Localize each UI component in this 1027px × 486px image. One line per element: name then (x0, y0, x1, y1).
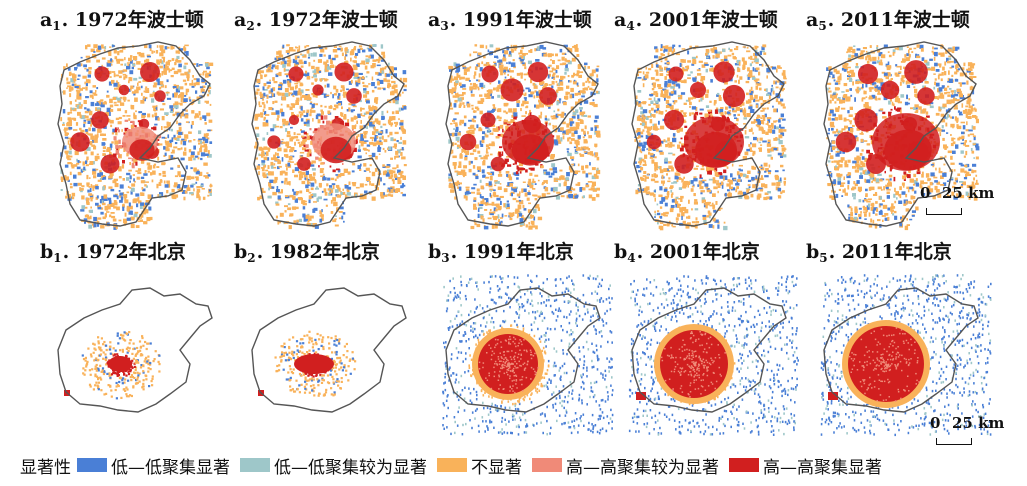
scale-line (926, 208, 962, 215)
map-panel-a1: a1. 1972年波士顿 (40, 6, 230, 234)
scale-bar-beijing: 0 25 km (930, 414, 1020, 454)
panel-title: b5. 2011年北京 (806, 241, 952, 265)
panel-title: b3. 1991年北京 (428, 241, 574, 265)
scale-distance: 25 km (942, 184, 995, 202)
panel-title: a5. 2011年波士顿 (806, 9, 970, 33)
legend-item-not-sig: 不显著 (437, 453, 522, 478)
legend-label: 高—高聚集显著 (763, 457, 882, 478)
scale-zero: 0 (920, 184, 931, 202)
beijing-map (251, 287, 407, 413)
boston-map (251, 41, 408, 230)
map-panel-a3: a3. 1991年波士顿 (428, 6, 618, 234)
legend-label: 低—低聚集较为显著 (274, 457, 427, 478)
map-panel-b5: b5. 2011年北京 (806, 238, 996, 466)
boston-map (445, 41, 601, 230)
panel-title: b4. 2001年北京 (614, 241, 760, 265)
legend-title: 显著性 (20, 457, 71, 478)
map-panel-b3: b3. 1991年北京 (428, 238, 618, 466)
legend-label: 不显著 (471, 457, 522, 478)
panel-title: a3. 1991年波士顿 (428, 9, 592, 33)
panel-title: a1. 1972年波士顿 (40, 9, 204, 33)
map-panel-a4: a4. 2001年波士顿 (614, 6, 804, 234)
legend: 显著性 低—低聚集显著 低—低聚集较为显著 不显著 高—高聚集较为显著 高—高聚… (20, 451, 892, 479)
beijing-map (820, 274, 992, 437)
boston-map (57, 41, 214, 230)
map-panel-b2: b2. 1982年北京 (234, 238, 424, 466)
legend-item-high-high-less: 高—高聚集较为显著 (532, 453, 719, 478)
legend-item-high-high-sig: 高—高聚集显著 (729, 453, 882, 478)
scale-distance: 25 km (952, 414, 1005, 432)
map-panel-b4: b4. 2001年北京 (614, 238, 804, 466)
legend-swatch (240, 458, 270, 472)
scale-bar-boston: 0 25 km (920, 184, 1010, 224)
boston-map (631, 41, 787, 231)
scale-zero: 0 (930, 414, 941, 432)
panel-title: b2. 1982年北京 (234, 241, 380, 265)
legend-item-low-low-sig: 低—低聚集显著 (77, 453, 230, 478)
beijing-map (57, 287, 213, 413)
beijing-map (442, 274, 614, 436)
map-panel-a2: a2. 1972年波士顿 (234, 6, 424, 234)
panel-title: a2. 1972年波士顿 (234, 9, 398, 33)
legend-swatch (532, 458, 562, 472)
scale-line (936, 438, 972, 445)
legend-item-low-low-less: 低—低聚集较为显著 (240, 453, 427, 478)
legend-swatch (77, 458, 107, 472)
panel-title: a4. 2001年波士顿 (614, 9, 778, 33)
map-panel-b1: b1. 1972年北京 (40, 238, 230, 466)
legend-swatch (729, 458, 759, 472)
legend-swatch (437, 458, 467, 472)
legend-label: 低—低聚集显著 (111, 457, 230, 478)
map-panel-a5: a5. 2011年波士顿 (806, 6, 996, 234)
legend-label: 高—高聚集较为显著 (566, 457, 719, 478)
beijing-map (628, 275, 799, 436)
panel-title: b1. 1972年北京 (40, 241, 186, 265)
boston-map (823, 41, 980, 231)
